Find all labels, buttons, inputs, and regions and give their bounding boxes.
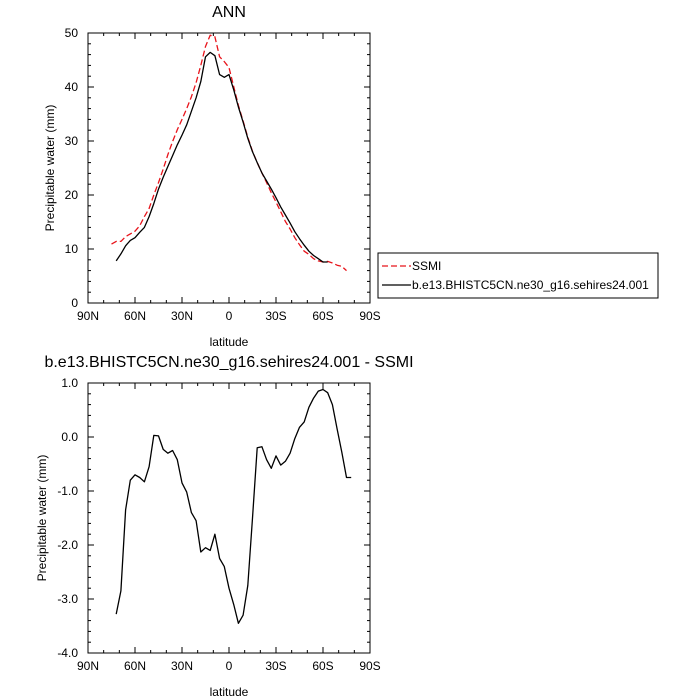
panel1-y-tick-label: 10 <box>65 242 79 256</box>
panel2-frame <box>87 382 371 654</box>
panel1-y-tick-label: 30 <box>65 134 79 148</box>
legend-label-1: SSMI <box>412 259 441 273</box>
panel1-series-line-1 <box>111 34 347 272</box>
panel2-x-tick-label: 30N <box>171 659 193 673</box>
panel1-title: ANN <box>212 4 246 21</box>
panel1-x-axis-label: latitude <box>210 335 249 349</box>
panel2-x-tick-label: 60S <box>312 659 333 673</box>
panel1-x-tick-label: 30N <box>171 309 193 323</box>
panel1-x-tick-label: 30S <box>265 309 286 323</box>
panel2-x-axis-label: latitude <box>210 685 249 699</box>
legend: SSMI b.e13.BHISTC5CN.ne30_g16.sehires24.0… <box>377 252 659 299</box>
panel2-y-tick-label: 0.0 <box>61 430 78 444</box>
panel1-y-axis-label: Precipitable water (mm) <box>43 105 57 232</box>
panel2-y-tick-label: -2.0 <box>57 538 78 552</box>
panel1-group: ANN 90N 60N 30N 0 30S 60S 90S 0 10 20 30 40 50 latitud… <box>43 4 659 349</box>
legend-label-2: b.e13.BHISTC5CN.ne30_g16.sehires24.001 <box>412 278 649 292</box>
panel2-x-tick-label: 90S <box>359 659 380 673</box>
panel2-y-tick-label: -4.0 <box>57 646 78 660</box>
panel2-y-tick-label: -3.0 <box>57 592 78 606</box>
legend-box <box>377 252 659 299</box>
panel2-x-tick-label: 0 <box>226 659 233 673</box>
panel2-group: b.e13.BHISTC5CN.ne30_g16.sehires24.001 -… <box>35 354 414 699</box>
panel2-x-tick-label: 90N <box>77 659 99 673</box>
panel1-x-tick-label: 60N <box>124 309 146 323</box>
panel2-series-line-1 <box>115 388 352 624</box>
panel2-y-tick-label: 1.0 <box>61 376 78 390</box>
panel1-x-tick-label: 60S <box>312 309 333 323</box>
panel2-y-tick-label: -1.0 <box>57 484 78 498</box>
panel1-y-tick-label: 20 <box>65 188 79 202</box>
panel2-title: b.e13.BHISTC5CN.ne30_g16.sehires24.001 -… <box>44 354 413 371</box>
panel1-x-tick-label: 0 <box>226 309 233 323</box>
panel1-y-tick-label: 0 <box>71 296 78 310</box>
panel2-y-axis-label: Precipitable water (mm) <box>35 455 49 582</box>
panel2-x-tick-label: 60N <box>124 659 146 673</box>
panel1-y-tick-label: 40 <box>65 80 79 94</box>
panel1-x-tick-label: 90N <box>77 309 99 323</box>
panel1-y-tick-label: 50 <box>65 26 79 40</box>
panel1-series-line-2 <box>115 51 328 263</box>
panel1-x-tick-label: 90S <box>359 309 380 323</box>
panel2-x-tick-label: 30S <box>265 659 286 673</box>
